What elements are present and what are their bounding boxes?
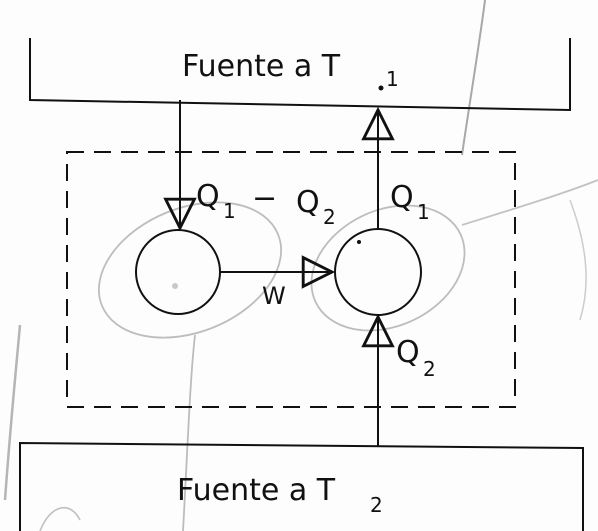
system-boundary — [66, 151, 516, 408]
pencil-stroke-top — [461, 0, 486, 156]
right-engine-circle — [334, 228, 422, 316]
source-top-subscript: 1 — [386, 67, 399, 91]
flow-right-bottom-label: Q 2 — [396, 335, 436, 381]
pencil-stroke-center — [182, 334, 196, 531]
flow-left-minus: − — [252, 181, 277, 216]
pencil-stroke-right-2 — [569, 199, 587, 321]
flow-left-q1: Q — [196, 179, 220, 214]
pencil-stroke-left — [3, 324, 22, 501]
pencil-scribbles — [3, 0, 598, 531]
flow-left-q2-sub: 2 — [323, 205, 336, 229]
source-bottom-subscript: 2 — [370, 493, 383, 517]
left-engine-circle — [135, 229, 221, 315]
pencil-stroke-right — [461, 179, 598, 226]
flow-left-q2: Q — [296, 185, 320, 220]
flow-right-bottom-q: Q — [396, 335, 420, 370]
work-label: W — [262, 282, 286, 310]
source-top-outline — [29, 38, 571, 112]
flow-right-top-label: Q 1 — [390, 180, 430, 224]
source-top-label: Fuente a T — [182, 49, 341, 84]
pencil-ellipse-right — [310, 204, 466, 332]
flow-right-top-sub: 1 — [417, 200, 430, 224]
ink-dot-top — [378, 85, 384, 91]
flow-right-top-q: Q — [390, 180, 414, 215]
flow-left-label: Q 1 − Q 2 — [196, 179, 336, 229]
source-bottom-label: Fuente a T — [177, 473, 336, 508]
source-bottom-outline — [19, 441, 584, 531]
flow-right-bottom-sub: 2 — [423, 357, 436, 381]
source-bottom-box: Fuente a T 2 — [19, 441, 584, 531]
pencil-curl-bottom — [39, 506, 81, 531]
ink-dot-engine — [357, 240, 361, 244]
flow-left-q1-sub: 1 — [223, 199, 236, 223]
pencil-dot-left — [172, 283, 178, 289]
source-top-box: Fuente a T 1 — [29, 38, 571, 112]
